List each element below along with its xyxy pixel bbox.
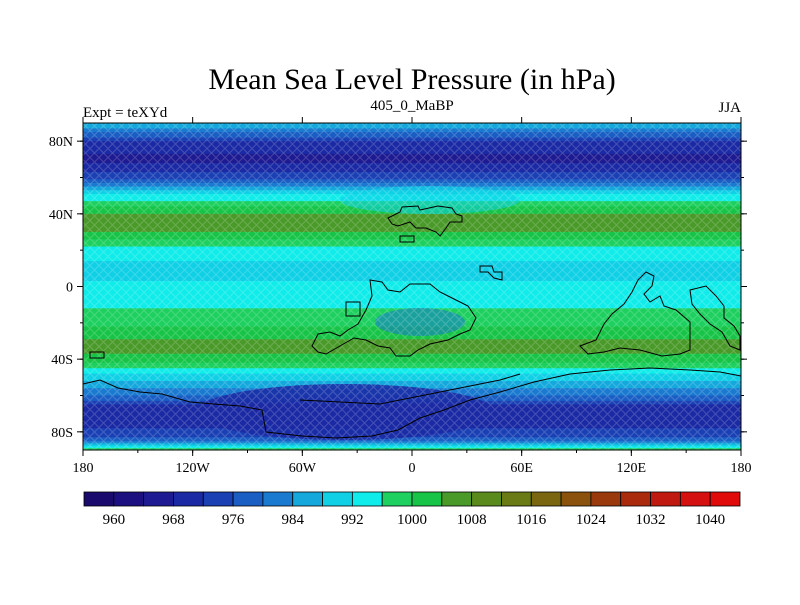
colorbar-label: 1000 [397,512,427,528]
colorbar-box [620,491,651,507]
right-string: JJA [718,100,741,116]
colorbar-label: 968 [162,512,185,528]
lat-tick-label: 80N [49,135,73,150]
colorbar-box [560,491,592,507]
colorbar-box [679,491,711,507]
coastline-southern-continent [83,367,741,439]
colorbar-box [381,491,413,507]
colorbar-box [351,491,383,507]
coastline-eastern-islet [479,265,503,281]
lat-tick-label: 0 [66,281,73,296]
lon-tick-label: 180 [73,461,94,476]
coastline-northern-continent [387,205,463,237]
colorbar-box [232,491,264,507]
coastline-northern-islet [399,235,415,243]
colorbar-label: 984 [281,512,304,528]
left-string: Expt = teXYd [83,105,168,121]
colorbar-box [501,491,532,507]
colorbar-label: 1016 [516,512,547,528]
colorbar-label: 1032 [636,512,666,528]
colorbar-box [113,491,145,507]
colorbar-box [590,491,622,507]
latitude-axis: 80N 40N 0 40S 80S [49,135,747,441]
lon-tick-label: 120E [617,461,647,476]
longitude-axis: 180 120W 60W 0 60E 120E 180 [73,117,752,476]
hatch-overlay [83,123,741,450]
coastline-gondwana [311,279,477,357]
coastline-west-cape [89,351,105,359]
colorbar-label: 960 [103,512,126,528]
lat-tick-label: 80S [51,426,73,441]
colorbar-box [650,491,681,507]
colorbar: 960 968 976 984 992 1000 1008 1016 1024 1032 1040 [83,491,741,528]
coastline-southern-inner [299,373,521,405]
lon-tick-label: 60E [510,461,533,476]
coastline-eastern-continent [579,271,691,357]
lon-tick-label: 60W [289,461,317,476]
lon-tick-label: 0 [409,461,416,476]
lon-tick-label: 180 [731,461,752,476]
colorbar-box [411,491,443,507]
colorbar-box [709,491,741,507]
colorbar-box [262,491,294,507]
colorbar-box [143,491,174,507]
lat-tick-label: 40S [51,353,73,368]
colorbar-box [441,491,473,507]
colorbar-box [173,491,204,507]
coastlines [83,205,741,439]
colorbar-box [292,491,323,507]
colorbar-box [83,491,115,507]
coastline-far-east-landmass [689,285,741,351]
coastline-small-island [345,301,361,317]
colorbar-box [322,491,353,507]
colorbar-box [202,491,234,507]
colorbar-label: 1024 [576,512,607,528]
map-title: Mean Sea Level Pressure (in hPa) [208,63,615,96]
colorbar-box [530,491,562,507]
colorbar-label: 992 [341,512,364,528]
colorbar-label: 1040 [695,512,725,528]
colorbar-label: 1008 [457,512,487,528]
colorbar-box [471,491,502,507]
center-string: 405_0_MaBP [370,98,453,114]
pressure-field [83,123,741,450]
colorbar-label: 976 [222,512,245,528]
lon-tick-label: 120W [176,461,211,476]
lat-tick-label: 40N [49,208,73,223]
